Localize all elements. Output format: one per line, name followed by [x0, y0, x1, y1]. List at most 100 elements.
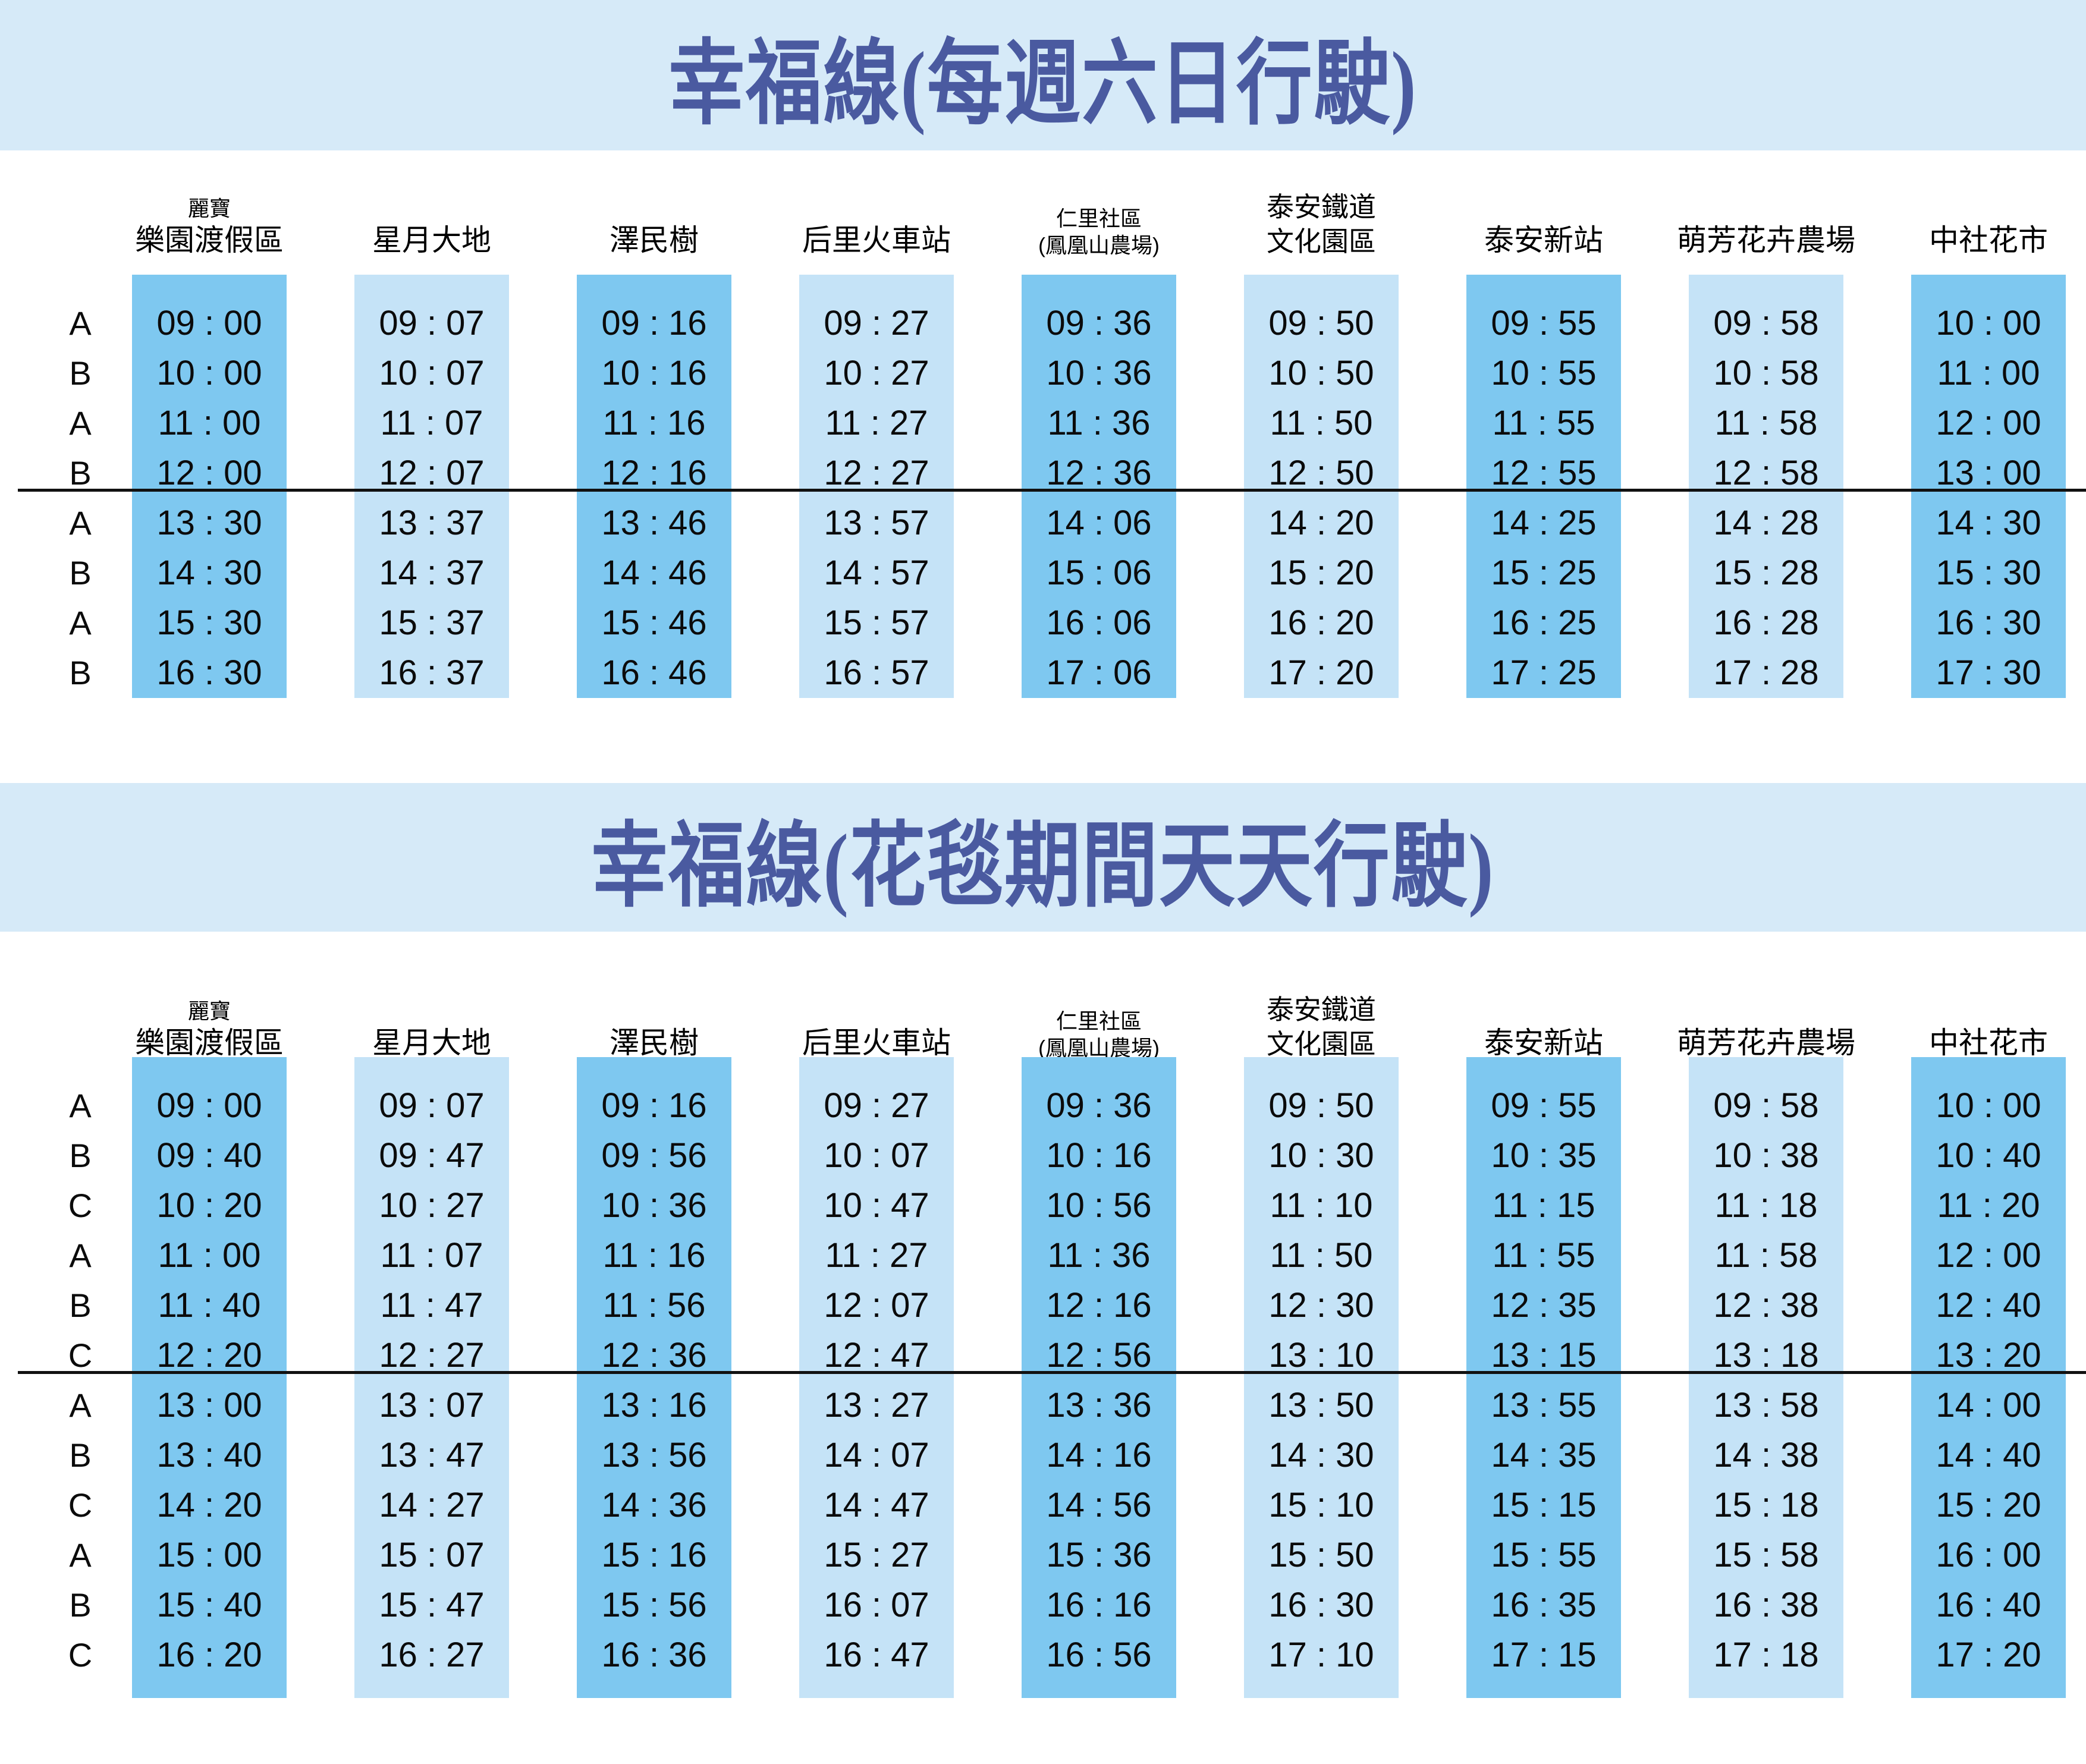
time-cell: 12 : 07 — [824, 1286, 929, 1325]
time-cell: 17 : 30 — [1936, 653, 2041, 692]
time-cell: 15 : 40 — [156, 1586, 262, 1624]
time-cell: 11 : 27 — [825, 1236, 928, 1275]
trip-letter: B — [69, 454, 92, 492]
time-cell: 11 : 18 — [1714, 1186, 1818, 1225]
time-cell: 11 : 00 — [158, 1236, 261, 1275]
time-cell: 15 : 55 — [1491, 1536, 1597, 1574]
time-cell: 09 : 00 — [156, 304, 262, 342]
time-column: 09 : 00 10 : 00 11 : 00 12 : 00 13 : 30 14 : … — [132, 275, 287, 698]
time-column: 09 : 50 10 : 50 11 : 50 12 : 50 14 : 20 15 : … — [1244, 275, 1399, 698]
time-cell: 11 : 20 — [1937, 1186, 2040, 1225]
trip-letter: B — [69, 1436, 92, 1474]
time-cell: 11 : 56 — [602, 1286, 706, 1325]
time-cell: 15 : 36 — [1046, 1536, 1152, 1574]
station-header: 中社花市 — [1877, 951, 2086, 1061]
time-cell: 12 : 16 — [1046, 1286, 1152, 1325]
station-name: 泰安新站 — [1484, 1026, 1603, 1059]
time-cell: 14 : 47 — [824, 1486, 929, 1524]
time-cell: 11 : 27 — [825, 404, 928, 442]
station-header: 泰安新站 — [1432, 149, 1655, 259]
time-cell: 11 : 50 — [1270, 404, 1373, 442]
time-cell: 17 : 06 — [1046, 653, 1152, 692]
time-cell: 10 : 38 — [1713, 1136, 1819, 1175]
time-cell: 11 : 16 — [602, 404, 706, 442]
time-cell: 12 : 35 — [1491, 1286, 1597, 1325]
station-name-line1: 泰安鐵道 — [1267, 191, 1376, 222]
time-cell: 13 : 36 — [1046, 1386, 1152, 1425]
time-cell: 11 : 55 — [1492, 404, 1595, 442]
time-column: 09 : 00 09 : 40 10 : 20 11 : 00 11 : 40 12 : … — [132, 1057, 287, 1698]
time-cell: 13 : 47 — [379, 1436, 485, 1474]
time-cell: 10 : 47 — [824, 1186, 929, 1225]
station-header: 泰安鐵道 文化園區 — [1210, 951, 1432, 1061]
time-cell: 12 : 47 — [824, 1336, 929, 1375]
time-cell: 09 : 16 — [601, 304, 707, 342]
time-cell: 10 : 36 — [601, 1186, 707, 1225]
trip-letter: A — [69, 1087, 92, 1124]
time-cell: 12 : 38 — [1713, 1286, 1819, 1325]
trip-letter: B — [69, 554, 92, 592]
station-header: 泰安新站 — [1432, 951, 1655, 1061]
station-name: 澤民樹 — [610, 223, 699, 257]
time-cell: 11 : 07 — [380, 404, 483, 442]
time-cell: 15 : 06 — [1046, 554, 1152, 592]
station-header: 萌芳花卉農場 — [1655, 149, 1877, 259]
trip-letter: B — [69, 654, 92, 691]
time-cell: 12 : 00 — [1936, 404, 2041, 442]
time-cell: 15 : 30 — [1936, 554, 2041, 592]
time-cell: 13 : 55 — [1491, 1386, 1597, 1425]
time-cell: 16 : 00 — [1936, 1536, 2041, 1574]
station-headers-daily: 麗寶 樂園渡假區 星月大地 澤民樹 后里火車站 仁里社區 (鳳凰山農場) 泰安鐵道 文化園區 泰安… — [0, 951, 2086, 1061]
time-cell: 14 : 38 — [1713, 1436, 1819, 1474]
trip-letter: C — [68, 1636, 93, 1674]
time-cell: 14 : 46 — [601, 554, 707, 592]
time-cell: 15 : 37 — [379, 603, 485, 642]
divider-line-daily — [18, 1371, 2086, 1374]
station-name: 星月大地 — [372, 223, 491, 257]
time-cell: 10 : 27 — [824, 354, 929, 392]
timetable-body-daily: A B C A B C A B C A B C 09 : 00 09 : 40 10 : 20 11 : 00… — [0, 1057, 2086, 1698]
timetable-title-daily: 幸福線(花毯期間天天行駛) — [591, 815, 1495, 918]
time-cell: 09 : 50 — [1268, 304, 1374, 342]
trip-letter: C — [68, 1337, 93, 1374]
time-cell: 11 : 58 — [1714, 404, 1818, 442]
station-name: 澤民樹 — [610, 1026, 699, 1059]
time-cell: 09 : 55 — [1491, 1086, 1597, 1125]
time-cell: 12 : 20 — [156, 1336, 262, 1375]
time-cell: 11 : 36 — [1047, 404, 1151, 442]
station-header: 星月大地 — [321, 951, 543, 1061]
time-cell: 11 : 07 — [380, 1236, 483, 1275]
time-cell: 09 : 27 — [824, 1086, 929, 1125]
time-cell: 10 : 30 — [1268, 1136, 1374, 1175]
time-cell: 09 : 07 — [379, 1086, 485, 1125]
station-header: 澤民樹 — [543, 149, 765, 259]
time-cell: 16 : 56 — [1046, 1636, 1152, 1674]
time-cell: 13 : 16 — [601, 1386, 707, 1425]
time-cell: 10 : 20 — [156, 1186, 262, 1225]
time-cell: 13 : 00 — [156, 1386, 262, 1425]
time-cell: 14 : 40 — [1936, 1436, 2041, 1474]
trip-letter: B — [69, 1287, 92, 1324]
time-cell: 14 : 30 — [1268, 1436, 1374, 1474]
time-cell: 12 : 55 — [1491, 454, 1597, 492]
time-cell: 10 : 16 — [601, 354, 707, 392]
time-cell: 14 : 20 — [1268, 504, 1374, 542]
time-cell: 09 : 40 — [156, 1136, 262, 1175]
time-cell: 12 : 30 — [1268, 1286, 1374, 1325]
station-header: 仁里社區 (鳳凰山農場) — [988, 149, 1210, 259]
time-column: 09 : 55 10 : 55 11 : 55 12 : 55 14 : 25 15 : … — [1466, 275, 1621, 698]
trip-letter: A — [69, 504, 92, 542]
time-cell: 09 : 36 — [1046, 304, 1152, 342]
time-cell: 13 : 20 — [1936, 1336, 2041, 1375]
trip-letter: A — [69, 304, 92, 342]
time-cell: 16 : 20 — [1268, 603, 1374, 642]
station-name: (鳳凰山農場) — [1038, 1036, 1160, 1060]
time-cell: 14 : 25 — [1491, 504, 1597, 542]
station-name-line1: 麗寶 — [187, 998, 231, 1023]
time-cell: 12 : 00 — [156, 454, 262, 492]
time-cell: 13 : 56 — [601, 1436, 707, 1474]
time-cell: 14 : 06 — [1046, 504, 1152, 542]
time-column: 09 : 16 10 : 16 11 : 16 12 : 16 13 : 46 14 : … — [577, 275, 731, 698]
